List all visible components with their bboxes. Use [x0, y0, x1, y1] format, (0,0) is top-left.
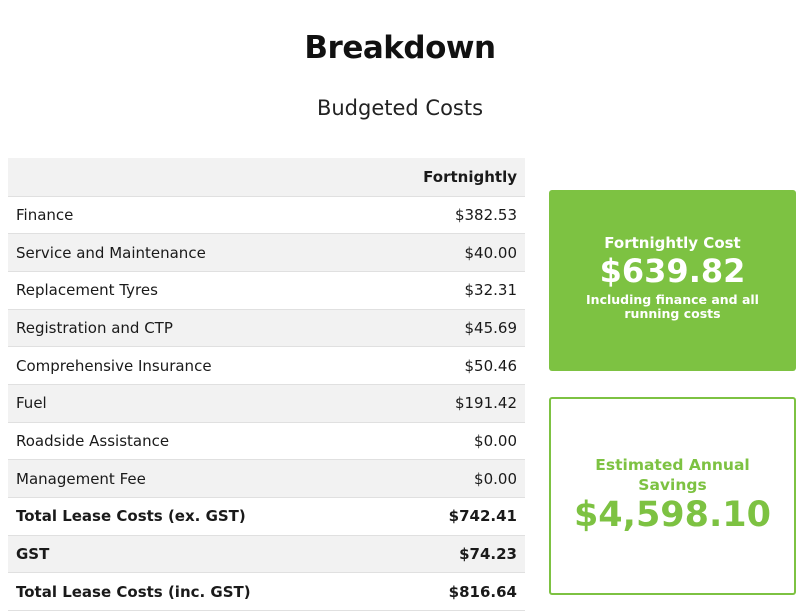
- row-label: Total Lease Costs (ex. GST): [8, 497, 368, 536]
- row-label: Total Lease Costs (inc. GST): [8, 572, 368, 612]
- annual-savings-label: Estimated Annual Savings: [595, 456, 750, 494]
- table-row: Registration and CTP $45.69: [8, 309, 525, 348]
- page-title: Breakdown: [304, 30, 496, 66]
- fortnightly-cost-label: Fortnightly Cost: [604, 234, 741, 252]
- column-header-fortnightly: Fortnightly: [367, 158, 525, 197]
- row-label: Comprehensive Insurance: [8, 346, 368, 385]
- annual-savings-card: Estimated Annual Savings $4,598.10: [549, 397, 796, 595]
- row-amount: $382.53: [367, 196, 525, 235]
- annual-savings-amount: $4,598.10: [573, 495, 772, 535]
- row-amount: $0.00: [367, 422, 525, 461]
- row-label: Roadside Assistance: [8, 422, 368, 461]
- row-amount: $191.42: [367, 384, 525, 423]
- row-amount: $40.00: [367, 233, 525, 272]
- table-row: Fuel $191.42: [8, 384, 525, 423]
- table-row: Total Lease Costs (inc. GST) $816.64: [8, 572, 525, 612]
- table-header-row: Fortnightly: [8, 158, 525, 197]
- table-header-blank: [8, 158, 368, 197]
- table-row: Total Lease Costs (ex. GST) $742.41: [8, 497, 525, 536]
- page-subtitle: Budgeted Costs: [316, 96, 484, 120]
- table-row: Comprehensive Insurance $50.46: [8, 346, 525, 385]
- row-amount: $45.69: [367, 309, 525, 348]
- row-label: Management Fee: [8, 459, 368, 498]
- table-row: GST $74.23: [8, 535, 525, 574]
- table-row: Replacement Tyres $32.31: [8, 271, 525, 310]
- row-amount: $50.46: [367, 346, 525, 385]
- table-row: Finance $382.53: [8, 196, 525, 235]
- row-label: Registration and CTP: [8, 309, 368, 348]
- row-label: Fuel: [8, 384, 368, 423]
- fortnightly-cost-amount: $639.82: [599, 252, 746, 290]
- table-row: Service and Maintenance $40.00: [8, 233, 525, 272]
- row-amount: $0.00: [367, 459, 525, 498]
- row-amount: $32.31: [367, 271, 525, 310]
- table-row: Management Fee $0.00: [8, 459, 525, 498]
- fortnightly-cost-note: Including finance and all running costs: [586, 292, 759, 321]
- cost-breakdown-table: Fortnightly Finance $382.53 Service and Ma…: [8, 158, 525, 612]
- row-amount: $816.64: [367, 572, 525, 612]
- row-label: GST: [8, 535, 368, 574]
- row-amount: $74.23: [367, 535, 525, 574]
- row-amount: $742.41: [367, 497, 525, 536]
- row-label: Service and Maintenance: [8, 233, 368, 272]
- row-label: Finance: [8, 196, 368, 235]
- fortnightly-cost-card: Fortnightly Cost $639.82 Including finan…: [549, 190, 796, 371]
- row-label: Replacement Tyres: [8, 271, 368, 310]
- table-row: Roadside Assistance $0.00: [8, 422, 525, 461]
